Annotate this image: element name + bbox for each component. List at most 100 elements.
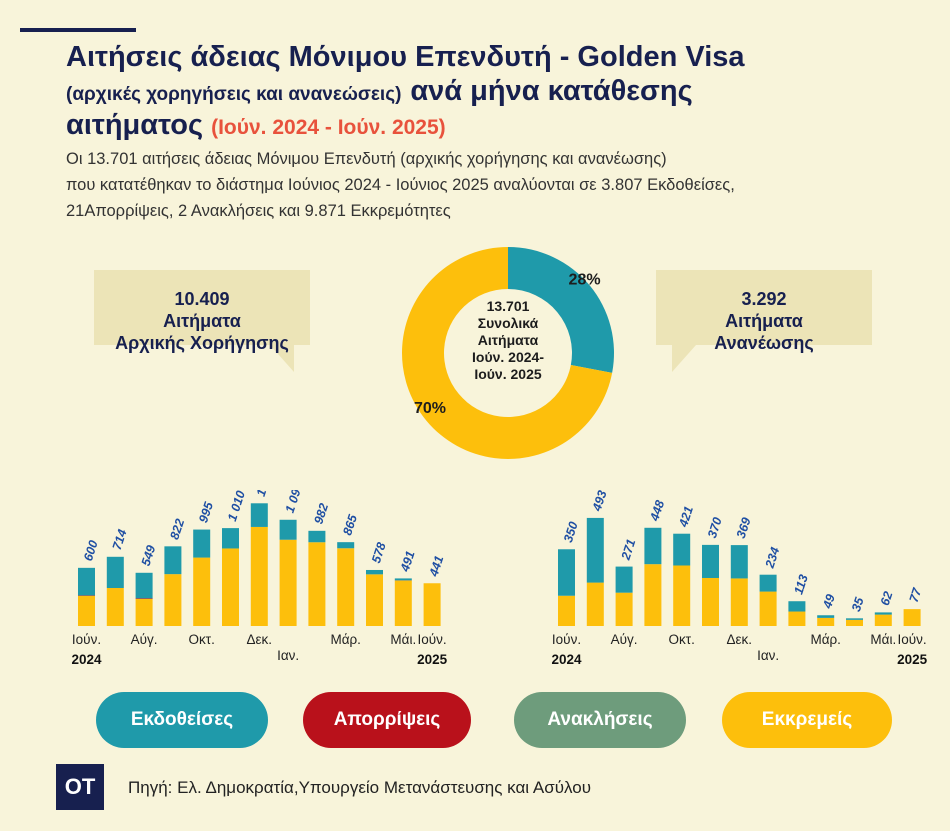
- callout-initial-value: 10.409: [174, 289, 230, 309]
- bar-segment: [558, 549, 575, 596]
- source-note: Πηγή: Ελ. Δημοκρατία,Υπουργείο Μετανάστε…: [128, 778, 591, 797]
- x-year-label: 2025: [417, 652, 448, 667]
- bar-value-label: 578: [369, 541, 389, 565]
- bar-segment: [788, 611, 806, 626]
- top-rule: [20, 28, 136, 32]
- bar-segment: [337, 548, 355, 626]
- bar-segment: [874, 614, 892, 626]
- bar-segment: [615, 592, 633, 626]
- bar-segment: [874, 612, 892, 615]
- legend-revoked: Ανακλήσεις: [514, 692, 686, 748]
- bar-segment: [846, 618, 863, 620]
- page-title: Αιτήσεις άδειας Μόνιμου Επενδυτή - Golde…: [66, 40, 926, 143]
- bar-segment: [846, 619, 863, 626]
- bar-segment: [788, 601, 806, 612]
- bar-segment: [308, 542, 326, 626]
- bar-segment: [366, 574, 383, 626]
- legend-issued-label: Εκδοθείσες: [130, 709, 234, 730]
- callout-renewals-arrow-shape: [656, 270, 872, 372]
- x-tick-label: Δεκ.: [727, 632, 753, 647]
- x-year-label: 2024: [551, 652, 582, 667]
- x-tick-label: Ιαν.: [757, 648, 779, 663]
- x-tick-label: Μάρ.: [810, 632, 840, 647]
- callout-initial-arrow-shape: [94, 270, 310, 372]
- bar-segment: [730, 545, 748, 579]
- callout-initial-requests: 10.409 Αιτήματα Αρχικής Χορήγησης: [94, 270, 310, 374]
- bar-value-label: 600: [81, 539, 101, 563]
- bar-value-label: 441: [426, 554, 446, 579]
- callout-renewals-line1: Αιτήματα: [725, 311, 803, 331]
- bar-segment: [558, 595, 575, 626]
- x-tick-label: Ιούν.: [552, 632, 581, 647]
- bar-segment: [222, 548, 239, 626]
- donut-hole: [445, 290, 571, 416]
- donut-center-line-4: Ιούν. 2025: [474, 366, 542, 382]
- x-tick-label: Οκτ.: [669, 632, 695, 647]
- legend-revoked-label: Ανακλήσεις: [547, 709, 653, 730]
- callout-initial-line1: Αιτήματα: [163, 311, 241, 331]
- x-tick-label: Δεκ.: [247, 632, 273, 647]
- subtitle-line-3: 21Απορρίψεις, 2 Ανακλήσεις και 9.871 Εκκ…: [66, 202, 451, 220]
- bar-segment: [250, 503, 268, 527]
- bar-segment: [337, 542, 355, 549]
- donut-slice-1: [402, 247, 613, 459]
- x-tick-label: Ιούν.: [418, 632, 447, 647]
- title-line-1: Αιτήσεις άδειας Μόνιμου Επενδυτή - Golde…: [66, 41, 745, 73]
- callout-renewals-value: 3.292: [741, 289, 787, 309]
- bar-value-label: 369: [734, 516, 754, 540]
- x-tick-label: Αύγ.: [131, 632, 158, 647]
- title-date-range: (Ιούν. 2024 - Ιούν. 2025): [211, 116, 446, 139]
- donut-center-line-3: Ιούν. 2024-: [472, 349, 544, 365]
- bar-value-label: 714: [110, 528, 130, 552]
- bar-value-label: 1 266: [254, 490, 277, 498]
- bar-segment: [615, 566, 633, 593]
- bar-segment: [759, 574, 777, 592]
- title-line-3: αιτήματος (Ιούν. 2024 - Ιούν. 2025): [66, 110, 926, 143]
- bar-value-label: 822: [167, 517, 187, 541]
- donut-center-line-2: Αιτήματα: [478, 332, 539, 348]
- bar-segment: [250, 526, 268, 626]
- donut-slice-label-0: 28%: [569, 271, 601, 288]
- bar-value-label: 370: [705, 516, 725, 540]
- subtitle-line-2: που κατατέθηκαν το διάστημα Ιούνιος 2024…: [66, 176, 735, 194]
- title-line-3-text: αιτήματος: [66, 109, 204, 141]
- bar-segment: [673, 533, 691, 566]
- donut-center-line-1: Συνολικά: [478, 315, 539, 331]
- bar-segment: [817, 617, 835, 626]
- bar-segment: [222, 528, 239, 549]
- x-tick-label: Μάι.: [390, 632, 416, 647]
- bar-segment: [193, 529, 211, 558]
- bar-segment: [817, 615, 835, 618]
- bar-segment: [164, 546, 182, 575]
- bar-segment: [644, 564, 662, 626]
- bar-value-label: 77: [907, 585, 925, 604]
- donut-slice-label-1: 70%: [414, 400, 446, 417]
- x-tick-label: Μάι.: [870, 632, 896, 647]
- legend-pending: Εκκρεμείς: [722, 692, 892, 748]
- bar-value-label: 982: [311, 502, 331, 526]
- callout-initial-line2: Αρχικής Χορήγησης: [115, 333, 289, 353]
- bar-segment: [308, 530, 326, 543]
- bar-segment: [394, 578, 412, 581]
- bar-segment: [423, 583, 441, 626]
- bar-segment: [279, 539, 297, 626]
- bar-value-label: 113: [791, 573, 810, 596]
- x-tick-label: Ιούν.: [72, 632, 101, 647]
- x-tick-label: Ιούν.: [898, 632, 927, 647]
- bar-segment: [193, 557, 211, 626]
- bar-value-label: 1 096: [283, 490, 306, 515]
- title-line-2-big: ανά μήνα κατάθεσης: [410, 75, 693, 107]
- bar-value-label: 865: [340, 512, 360, 537]
- bar-value-label: 421: [676, 504, 696, 529]
- bar-value-label: 1 010: [225, 490, 248, 523]
- title-line-2: (αρχικές χορηγήσεις και ανανεώσεις) ανά …: [66, 74, 926, 110]
- x-tick-label: Ιαν.: [277, 648, 299, 663]
- bar-value-label: 549: [139, 544, 159, 568]
- legend-issued: Εκδοθείσες: [96, 692, 268, 748]
- bar-segment: [106, 588, 124, 626]
- bar-segment: [135, 598, 153, 626]
- renewals-chart: 350 Ιούν. 2024 493 271 Αύγ. 448 421 Οκτ. 370 369 Δε…: [551, 490, 927, 667]
- bar-segment: [106, 556, 124, 589]
- bar-value-label: 271: [618, 537, 638, 562]
